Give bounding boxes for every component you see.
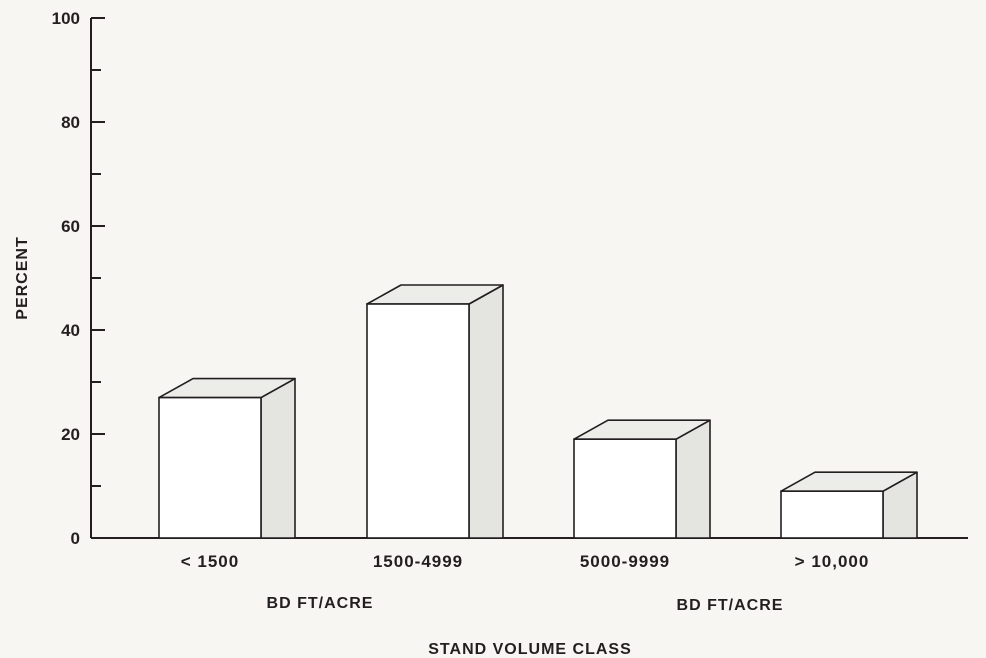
x-axis-title: STAND VOLUME CLASS bbox=[428, 641, 631, 658]
unit-label-left: BD FT/ACRE bbox=[267, 595, 374, 612]
category-label: 1500-4999 bbox=[373, 552, 463, 571]
y-tick-label: 0 bbox=[71, 529, 80, 548]
bar-front bbox=[780, 490, 884, 539]
y-tick-label: 60 bbox=[61, 217, 80, 236]
category-label: > 10,000 bbox=[795, 552, 870, 571]
unit-label-right: BD FT/ACRE bbox=[677, 597, 784, 614]
bar bbox=[366, 284, 504, 539]
category-label: 5000-9999 bbox=[580, 552, 670, 571]
bar bbox=[573, 419, 711, 539]
bar-side bbox=[675, 419, 711, 539]
y-axis-title: PERCENT bbox=[14, 236, 31, 319]
bar bbox=[158, 377, 296, 539]
bar-front bbox=[573, 438, 677, 539]
y-tick-label: 20 bbox=[61, 425, 80, 444]
bar-side bbox=[468, 284, 504, 539]
y-axis-ticks: 0 20 40 60 80 100 bbox=[52, 9, 105, 548]
bar-front bbox=[158, 396, 262, 539]
bars bbox=[158, 284, 918, 539]
bar-side bbox=[260, 377, 296, 539]
y-tick-label: 40 bbox=[61, 321, 80, 340]
y-tick-label: 100 bbox=[52, 9, 80, 28]
category-label: < 1500 bbox=[181, 552, 239, 571]
y-tick-label: 80 bbox=[61, 113, 80, 132]
bar bbox=[780, 471, 918, 539]
bar-front bbox=[366, 303, 470, 539]
